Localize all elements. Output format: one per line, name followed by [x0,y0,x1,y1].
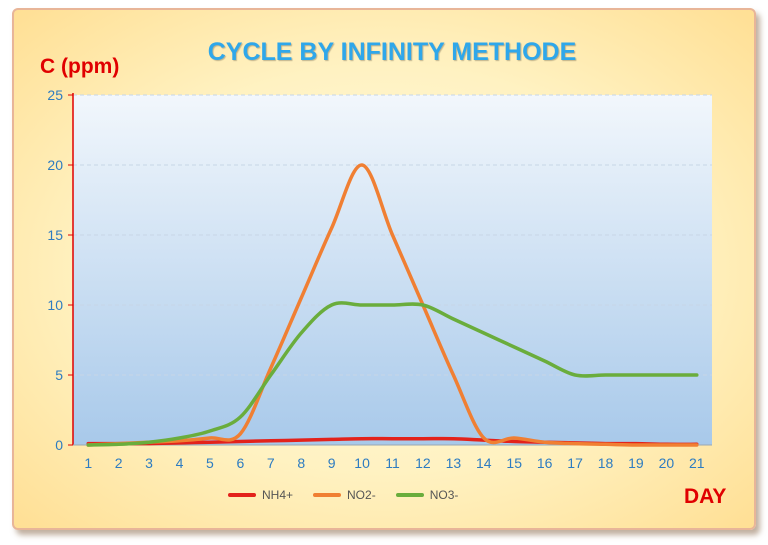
x-tick-label: 7 [267,455,275,471]
series-line-no3 [86,301,699,447]
x-tick-label: 4 [176,455,184,471]
x-tick-label: 13 [446,455,462,471]
legend-swatch [228,493,256,497]
series-line-no2 [86,163,699,447]
legend-swatch [395,493,424,497]
x-tick-label: 2 [115,455,123,471]
x-tick-label: 20 [659,455,675,471]
y-tick-label: 20 [47,157,63,173]
y-tick-label: 10 [47,297,63,313]
legend-label: NO2- [347,488,376,502]
x-tick-label: 5 [206,455,214,471]
x-tick-label: 6 [236,455,244,471]
x-tick-label: 16 [537,455,553,471]
x-tick-label: 3 [145,455,153,471]
x-tick-label: 14 [476,455,492,471]
x-tick-label: 21 [689,455,705,471]
x-tick-label: 18 [598,455,614,471]
chart-title: CYCLE BY INFINITY METHODE [207,38,577,66]
legend-item: NO2- [313,488,376,502]
legend-item: NH4+ [228,488,293,502]
y-tick-label: 25 [47,87,63,103]
y-tick-label: 5 [55,367,63,383]
x-tick-label: 8 [297,455,305,471]
y-tick-label: 0 [55,437,63,453]
plot-area [73,95,712,445]
x-tick-label: 11 [385,455,400,471]
x-tick-label: 19 [628,455,644,471]
x-axis-label: DAY [684,485,727,508]
legend-swatch [313,493,342,497]
chart-legend: NH4+ NO2- NO3- [228,488,478,502]
legend-label: NO3- [429,488,459,502]
x-tick-label: 17 [567,455,583,471]
x-tick-label: 12 [415,455,431,471]
legend-item: NO3- [395,488,459,502]
x-tick-label: 9 [328,455,336,471]
y-tick-label: 15 [47,227,63,243]
x-tick-label: 10 [354,455,370,471]
x-tick-label: 15 [506,455,522,471]
legend-label: NH4+ [262,488,294,502]
y-axis-label: C (ppm) [40,55,120,78]
x-tick-label: 1 [84,455,92,471]
